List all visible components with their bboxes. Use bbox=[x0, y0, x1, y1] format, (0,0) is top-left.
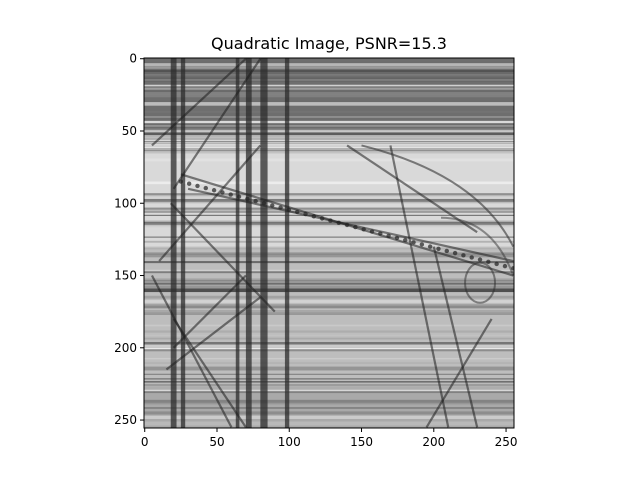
y-axis: 0 50 100 150 200 250 bbox=[114, 52, 144, 427]
y-tick-label: 100 bbox=[114, 196, 137, 210]
x-tick-label: 200 bbox=[422, 435, 445, 449]
plot-frame bbox=[143, 57, 515, 429]
y-tick-label: 150 bbox=[114, 269, 137, 283]
y-tick-label: 250 bbox=[114, 413, 137, 427]
y-tick-label: 0 bbox=[129, 52, 137, 66]
x-tick-label: 100 bbox=[278, 435, 301, 449]
x-axis: 0 50 100 150 200 250 bbox=[141, 428, 518, 449]
x-tick-label: 150 bbox=[350, 435, 373, 449]
x-tick-label: 250 bbox=[495, 435, 518, 449]
y-tick-label: 200 bbox=[114, 341, 137, 355]
heatmap-image bbox=[144, 58, 514, 428]
x-tick-label: 50 bbox=[209, 435, 224, 449]
chart-title: Quadratic Image, PSNR=15.3 bbox=[211, 34, 447, 53]
x-tick-label: 0 bbox=[141, 435, 149, 449]
y-tick-label: 50 bbox=[122, 124, 137, 138]
